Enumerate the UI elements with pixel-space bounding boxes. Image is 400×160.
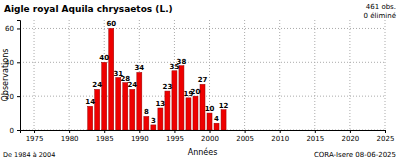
bar — [109, 28, 114, 130]
tick-mark — [17, 130, 20, 131]
tick: 1995 — [166, 130, 184, 143]
tick-mark — [17, 62, 20, 63]
tick: 0 — [10, 127, 20, 135]
grid-line — [279, 20, 280, 130]
bar — [165, 91, 170, 130]
bar — [172, 71, 177, 130]
data-label: 24 — [127, 81, 137, 89]
tick: 1990 — [131, 130, 149, 143]
grid-line — [20, 62, 385, 63]
bar — [116, 78, 121, 130]
tick-label: 1985 — [96, 135, 114, 143]
bar — [102, 62, 107, 130]
bar — [123, 83, 128, 130]
data-label: 23 — [163, 83, 173, 91]
grid-line — [314, 20, 315, 130]
tick-mark — [245, 130, 246, 133]
annotation: De 1984 à 2004 — [3, 151, 55, 159]
bar — [137, 72, 142, 130]
data-label: 34 — [134, 64, 144, 72]
tick-mark — [174, 130, 175, 133]
tick-label: 2020 — [341, 135, 359, 143]
bar — [130, 89, 135, 130]
grid-line — [34, 20, 35, 130]
data-label: 10 — [205, 105, 215, 113]
tick-label: 2015 — [306, 135, 324, 143]
tick-label: 2010 — [271, 135, 289, 143]
data-label: 4 — [214, 115, 219, 123]
bar — [95, 89, 100, 130]
tick-label: 0 — [10, 127, 14, 135]
tick-mark — [34, 130, 35, 133]
tick-label: 2000 — [201, 135, 219, 143]
bar — [158, 108, 163, 130]
tick-mark — [210, 130, 211, 133]
axis-line — [21, 131, 386, 134]
y-axis-title: Observations — [1, 49, 10, 102]
tick: 60 — [5, 25, 20, 33]
data-label: 40 — [99, 54, 109, 62]
bar — [186, 98, 191, 130]
tick: 1975 — [26, 130, 44, 143]
tick-label: 1975 — [26, 135, 44, 143]
data-label: 13 — [156, 100, 166, 108]
tick: 2020 — [341, 130, 359, 143]
tick-label: 1990 — [131, 135, 149, 143]
grid-line — [349, 20, 350, 130]
x-axis: 1975 1980 1985 1990 1995 2000 2005 2010 2015 2020… — [21, 130, 395, 143]
data-label: 8 — [144, 108, 149, 116]
tick-mark — [17, 28, 20, 29]
data-label: 38 — [177, 58, 187, 66]
tick: 1980 — [61, 130, 79, 143]
bar — [214, 123, 219, 130]
title: Aigle royal Aquila chrysaetos (L.) — [4, 4, 173, 14]
data-label: 3 — [151, 117, 156, 125]
tick-mark — [350, 130, 351, 133]
data-label: 12 — [219, 102, 229, 110]
bar — [144, 116, 149, 130]
x-axis-title: Années — [188, 147, 218, 157]
chart: 1975198019851990199520002005201020152020… — [0, 0, 400, 160]
tick-label: 1995 — [166, 135, 184, 143]
data-labels: 1424406031282434831323353819202710412 — [85, 20, 228, 124]
tick: 2015 — [306, 130, 324, 143]
data-label: 27 — [198, 76, 208, 84]
bar — [207, 113, 212, 130]
tick-mark — [104, 130, 105, 133]
tick: 2005 — [236, 130, 254, 143]
tick-mark — [280, 130, 281, 133]
data-label: 24 — [92, 81, 102, 89]
grid-line — [20, 28, 385, 29]
grid — [20, 20, 385, 130]
annotation: CORA-Isere 08-06-2025 — [314, 151, 396, 159]
tick-mark — [69, 130, 70, 133]
tick-label: 2005 — [236, 135, 254, 143]
bar — [88, 106, 93, 130]
tick-label: 2025 — [377, 135, 395, 143]
grid-line — [385, 20, 386, 130]
tick-mark — [17, 96, 20, 97]
tick-mark — [139, 130, 140, 133]
axis-line — [17, 21, 21, 131]
tick-mark — [315, 130, 316, 133]
grid-line — [244, 20, 245, 130]
annotation: 0 éliminé — [364, 12, 396, 20]
bars — [88, 28, 226, 130]
tick: 2025 — [377, 130, 395, 143]
data-label: 20 — [191, 88, 201, 96]
tick-label: 60 — [5, 25, 14, 33]
annotation: 461 obs. — [366, 3, 396, 11]
tick: 1985 — [96, 130, 114, 143]
tick-mark — [385, 130, 386, 133]
bar — [221, 110, 226, 130]
data-label: 60 — [106, 20, 116, 28]
tick: 2000 — [201, 130, 219, 143]
grid-line — [69, 20, 70, 130]
tick-label: 1980 — [61, 135, 79, 143]
data-label: 14 — [85, 98, 95, 106]
bar — [193, 96, 198, 130]
tick: 2010 — [271, 130, 289, 143]
bar — [151, 125, 156, 130]
